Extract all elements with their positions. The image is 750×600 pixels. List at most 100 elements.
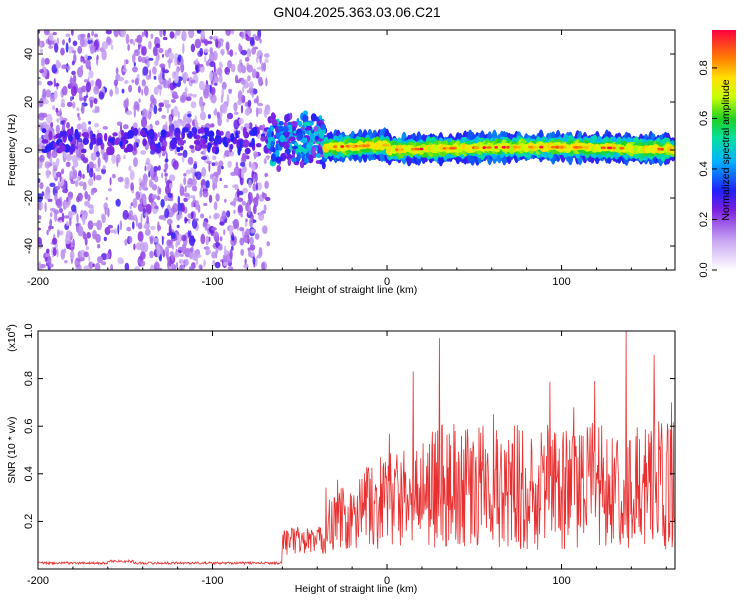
heatmap-cell <box>254 233 260 240</box>
heatmap-cell <box>266 155 269 161</box>
heatmap-cell <box>214 177 219 184</box>
heatmap-cell <box>192 71 197 75</box>
heatmap-cell <box>203 150 206 157</box>
heatmap-cell <box>152 67 157 75</box>
heatmap-cell <box>79 196 82 202</box>
heatmap-cell <box>204 131 211 137</box>
heatmap-cell <box>149 250 154 259</box>
heatmap-cell <box>95 174 102 181</box>
heatmap-cell <box>83 251 89 258</box>
heatmap-cell <box>173 94 179 99</box>
heatmap-cell <box>89 80 95 87</box>
heatmap-cell <box>84 190 88 200</box>
heatmap-cell <box>177 195 181 205</box>
heatmap-cell <box>85 58 91 70</box>
heatmap-cell <box>88 167 94 178</box>
heatmap-cell <box>142 241 149 253</box>
heatmap-cell <box>56 198 63 209</box>
heatmap-cell <box>141 108 147 119</box>
heatmap-cell <box>53 212 58 222</box>
heatmap-cell <box>310 113 317 122</box>
heatmap-cell <box>137 231 144 242</box>
heatmap-cell <box>158 107 163 112</box>
heatmap-cell <box>76 258 83 262</box>
heatmap-cell <box>93 98 98 104</box>
heatmap-cell <box>117 257 124 265</box>
heatmap-cell <box>190 211 194 219</box>
heatmap-cell <box>190 101 197 109</box>
heatmap-cell <box>46 229 49 236</box>
heatmap-cell <box>177 202 183 213</box>
heatmap-cell <box>195 205 200 211</box>
heatmap-cell <box>49 182 56 187</box>
heatmap-cell <box>131 79 135 83</box>
heatmap-cell <box>192 178 197 187</box>
heatmap-cell <box>101 49 107 61</box>
heatmap-cell <box>209 35 213 40</box>
heatmap-cell <box>104 206 107 216</box>
heatmap-cell <box>264 180 269 189</box>
heatmap-cell <box>144 165 147 172</box>
heatmap-cell <box>48 32 54 41</box>
heatmap-cell <box>244 56 250 62</box>
heatmap-cell <box>145 30 149 39</box>
heatmap-cell <box>44 145 52 150</box>
heatmap-cell <box>186 96 192 102</box>
heatmap-cell <box>53 90 58 100</box>
heatmap-cell <box>65 161 71 167</box>
heatmap-cell <box>164 162 169 170</box>
heatmap-cell <box>332 145 338 149</box>
heatmap-cell <box>76 123 83 130</box>
heatmap-cell <box>47 255 52 266</box>
heatmap-cell <box>55 107 59 113</box>
heatmap-cell <box>160 70 163 77</box>
spectrogram-xlabel: Height of straight line (km) <box>295 284 418 296</box>
heatmap-cell <box>69 217 72 227</box>
heatmap-cell <box>88 254 91 262</box>
heatmap-cell <box>240 169 245 179</box>
heatmap-cell <box>189 247 194 253</box>
heatmap-cell <box>77 116 81 121</box>
heatmap-cell <box>88 121 92 125</box>
heatmap-cell <box>96 106 100 113</box>
heatmap-cell <box>204 39 208 46</box>
heatmap-cell <box>188 30 195 39</box>
heatmap-cell <box>69 83 75 87</box>
heatmap-cell <box>233 218 239 229</box>
heatmap-cell <box>84 200 90 207</box>
heatmap-cell <box>157 165 161 171</box>
y-tick-label: 0.4 <box>23 466 35 481</box>
heatmap-cell <box>306 142 312 152</box>
heatmap-cell <box>120 30 127 38</box>
heatmap-cell <box>146 216 150 225</box>
x-tick-label: 0 <box>384 575 390 587</box>
heatmap-cell <box>141 179 147 189</box>
heatmap-cell <box>283 141 290 149</box>
heatmap-cell <box>48 225 55 230</box>
heatmap-cell <box>117 224 120 235</box>
heatmap-cell <box>70 85 77 97</box>
heatmap-cell <box>77 225 84 237</box>
heatmap-cell <box>304 135 309 139</box>
heatmap-cell <box>109 177 112 186</box>
heatmap-cell <box>253 173 256 184</box>
heatmap-cell <box>224 198 227 203</box>
heatmap-cell <box>165 246 169 255</box>
heatmap-cell <box>39 41 43 48</box>
heatmap-cell <box>231 236 235 241</box>
snr-ticks: -200 -100 0 100 0.2 0.4 0.6 0.8 1.0 <box>23 323 675 587</box>
heatmap-cell <box>124 176 130 185</box>
heatmap-cell <box>82 173 85 179</box>
heatmap-cell <box>78 69 83 77</box>
heatmap-cell <box>66 221 69 227</box>
heatmap-cell <box>134 266 140 270</box>
heatmap-cell <box>110 263 113 270</box>
heatmap-cell <box>62 85 68 96</box>
heatmap-cell <box>539 145 544 149</box>
heatmap-cell <box>141 46 147 56</box>
heatmap-cell <box>212 50 218 61</box>
heatmap-cell <box>268 136 272 145</box>
heatmap-cell <box>245 155 250 160</box>
heatmap-cell <box>164 103 171 109</box>
